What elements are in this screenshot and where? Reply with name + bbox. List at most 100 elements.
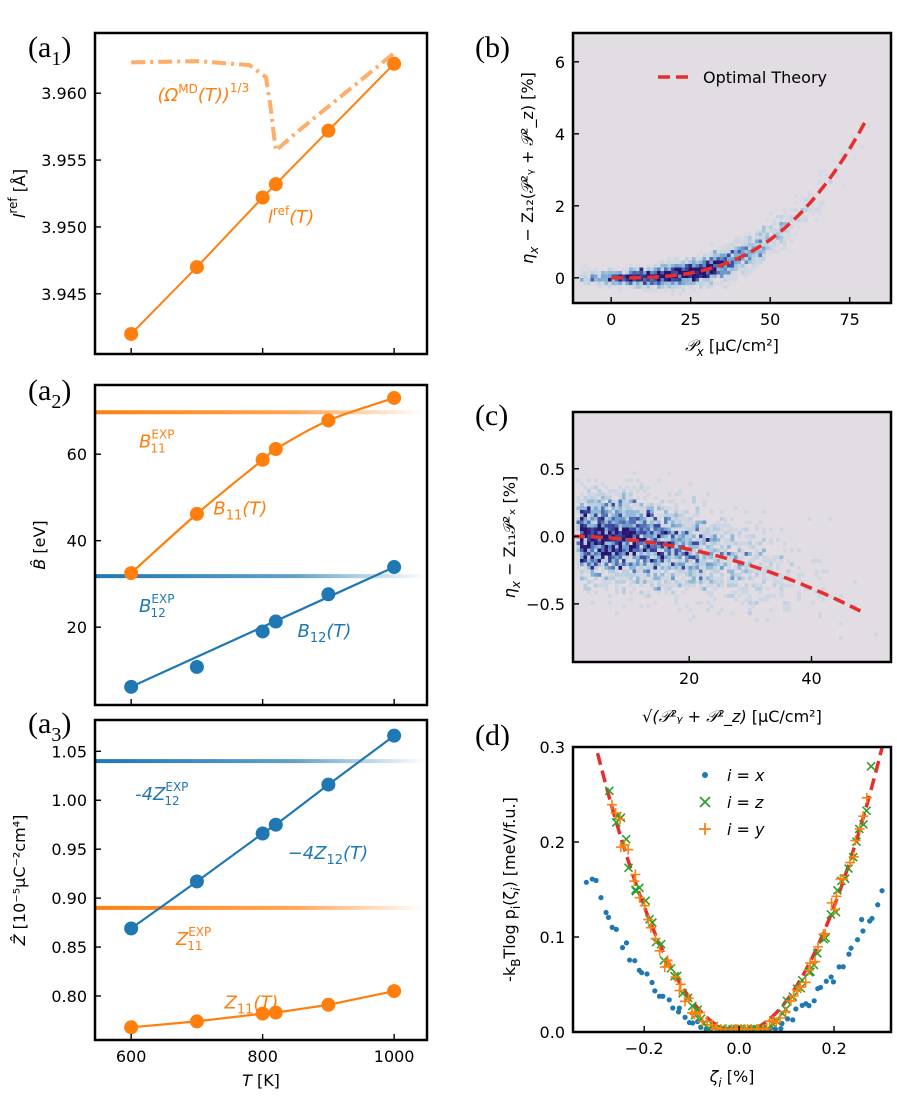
density-cell [594, 496, 598, 500]
density-cell [580, 274, 584, 279]
density-cell [695, 506, 700, 511]
density-cell [709, 548, 714, 553]
density-cell [874, 632, 878, 637]
density-cell [723, 285, 728, 289]
density-cell [580, 548, 584, 553]
density-cell [597, 506, 602, 511]
density-cell [597, 527, 602, 532]
density-cell [664, 576, 668, 581]
density-cell [685, 510, 689, 514]
density-cell [639, 580, 644, 584]
density-cell [674, 580, 679, 584]
annotation: BEXP 11 [139, 427, 174, 455]
density-cell [678, 527, 682, 532]
density-cell [618, 517, 623, 521]
density-cell [797, 597, 801, 602]
density-cell [583, 562, 588, 567]
density-cell [660, 267, 665, 272]
density-cell [625, 478, 630, 483]
point-i = x [660, 993, 666, 999]
density-cell [632, 555, 637, 560]
density-cell [730, 583, 735, 588]
density-cell [590, 566, 595, 570]
density-cell [632, 527, 637, 532]
density-cell [849, 134, 854, 139]
point-i = y [854, 824, 865, 835]
density-cell [625, 552, 630, 556]
density-cell [583, 534, 588, 539]
density-cell [671, 552, 675, 556]
density-cell [758, 246, 763, 251]
density-cell [671, 260, 675, 265]
density-cell [786, 218, 791, 223]
density-cell [615, 267, 619, 272]
density-cell [639, 541, 644, 546]
density-cell [804, 201, 808, 205]
density-cell [678, 524, 682, 528]
density-cell [660, 271, 665, 275]
density-cell [597, 513, 602, 518]
density-cell [643, 271, 647, 275]
density-cell [807, 194, 812, 198]
density-cell [580, 499, 584, 504]
density-cell [636, 264, 640, 268]
density-cell [657, 548, 661, 553]
density-cell [643, 534, 647, 539]
density-cell [646, 485, 651, 490]
density-cell [751, 257, 756, 261]
density-cell [713, 271, 717, 275]
density-cell [629, 267, 633, 272]
density-cell [730, 541, 735, 546]
density-cell [604, 496, 609, 500]
density-cell [758, 590, 763, 595]
density-cell [699, 274, 703, 279]
density-cell [636, 569, 640, 574]
density-cell [783, 601, 787, 605]
density-cell [587, 267, 591, 272]
point-i = x [605, 914, 612, 920]
density-cell [674, 281, 679, 286]
density-cell [741, 587, 745, 591]
density-cell [615, 534, 619, 539]
density-cell [762, 538, 766, 542]
point-i = z [604, 786, 614, 796]
density-cell [681, 267, 686, 272]
density-cell [793, 194, 798, 198]
density-cell [646, 267, 651, 272]
density-cell [611, 555, 616, 560]
density-cell [664, 531, 668, 535]
density-cell [692, 580, 696, 584]
density-cell [671, 566, 675, 570]
density-cell [660, 285, 665, 289]
point-i = z [858, 819, 869, 830]
point-i = y [650, 933, 661, 944]
density-cell [587, 534, 591, 539]
density-cell [615, 562, 619, 567]
density-cell [664, 510, 668, 514]
panel-tag-a1: (a1) [28, 31, 71, 70]
density-cell [632, 485, 637, 490]
density-cell [667, 559, 672, 563]
density-cell [737, 566, 742, 570]
density-cell [646, 288, 651, 293]
density-cell [667, 527, 672, 532]
density-cell [818, 615, 822, 619]
density-cell [604, 566, 609, 570]
density-cell [580, 517, 584, 521]
density-cell [755, 569, 759, 574]
point-i = z [805, 967, 815, 977]
point-i = y [634, 892, 645, 903]
density-cell [688, 257, 693, 261]
density-cell [762, 229, 766, 233]
B11EXP-line [96, 410, 426, 415]
density-cell [776, 218, 780, 223]
density-cell [790, 583, 794, 588]
density-cell [688, 534, 693, 539]
density-cell [744, 274, 749, 279]
density-cell [727, 545, 731, 549]
density-cell [608, 545, 612, 549]
density-cell [653, 520, 658, 525]
density-cell [800, 204, 805, 209]
density-cell [587, 541, 591, 546]
density-cell [730, 590, 735, 595]
